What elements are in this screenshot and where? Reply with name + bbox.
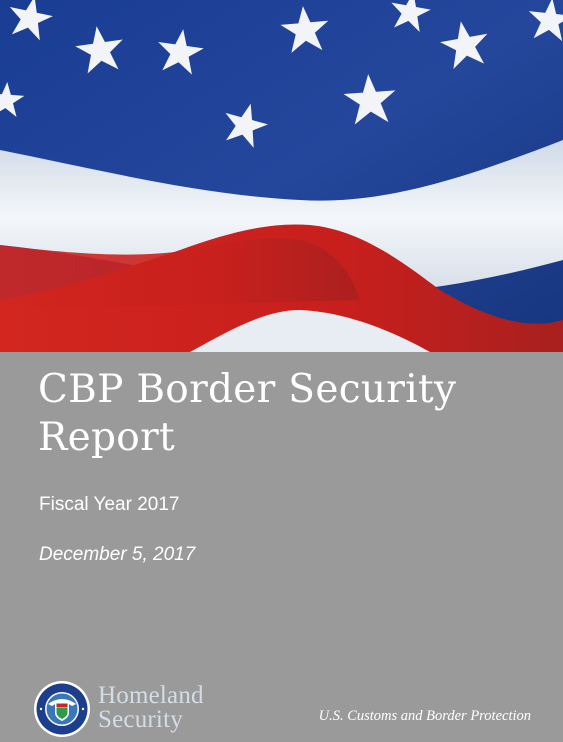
dhs-logo-word-security: Security	[98, 706, 183, 733]
dhs-seal-icon	[33, 680, 91, 738]
title-panel	[0, 352, 563, 742]
american-flag-image	[0, 0, 563, 352]
report-date: December 5, 2017	[39, 544, 196, 565]
report-title-line1: CBP Border Security	[38, 367, 457, 412]
fiscal-year-subtitle: Fiscal Year 2017	[39, 494, 180, 515]
report-title-line2: Report	[38, 415, 176, 460]
agency-name: U.S. Customs and Border Protection	[318, 708, 531, 724]
dhs-logo-word-homeland: Homeland	[98, 682, 204, 709]
report-title: CBP Border Security Report	[38, 366, 538, 462]
